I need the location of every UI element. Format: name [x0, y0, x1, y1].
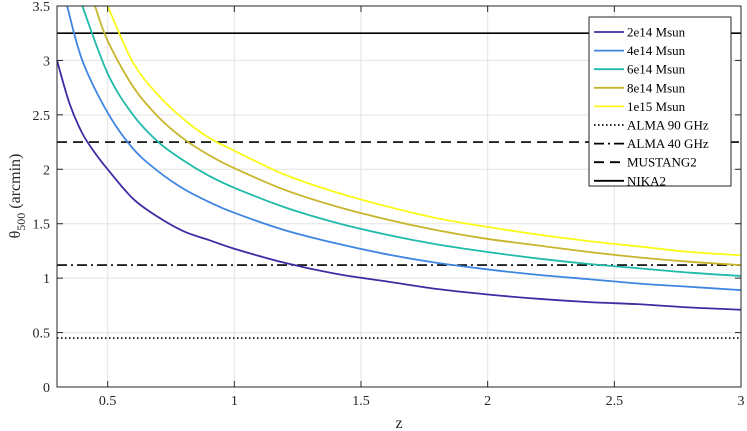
y-tick-label: 1: [43, 272, 50, 287]
legend-label: 4e14 Msun: [627, 43, 686, 58]
y-tick-label: 2: [43, 163, 50, 178]
legend-box: [588, 16, 732, 187]
y-axis-label-main: θ: [7, 231, 24, 239]
x-tick-label: 1.5: [352, 394, 370, 409]
y-axis-label-sub: 500: [14, 213, 28, 231]
y-tick-label: 3.5: [33, 0, 51, 15]
x-tick-label: 2.5: [606, 394, 624, 409]
y-tick-label: 1.5: [33, 218, 51, 233]
series-line-6e14-msun: [81, 5, 742, 277]
ticks: [57, 5, 742, 388]
x-tick-label: 3: [738, 394, 745, 409]
y-axis-label-unit: (arcmin): [7, 154, 24, 209]
plot-frame: [56, 5, 742, 388]
y-axis-label: θ500 (arcmin): [7, 154, 28, 239]
series-line-8e14-msun: [94, 5, 742, 266]
legend-items: 2e14 Msun 4e14 Msun 6e14 Msun 8e14 Msun 1e15…: [594, 25, 709, 188]
series-line-2e14-msun: [56, 60, 742, 311]
legend-label: NIKA2: [627, 173, 666, 188]
y-tick-label: 0.5: [33, 327, 51, 342]
series-line-4e14-msun: [66, 5, 742, 292]
series-lines: [56, 5, 742, 311]
legend: 2e14 Msun 4e14 Msun 6e14 Msun 8e14 Msun 1e15…: [588, 16, 732, 188]
y-tick-label: 0: [43, 381, 50, 396]
legend-label: 2e14 Msun: [627, 25, 686, 40]
x-tick-label: 1: [231, 394, 238, 409]
y-tick-label: 2.5: [33, 109, 51, 124]
y-tick-label: 3: [43, 54, 50, 69]
x-tick-label: 2: [484, 394, 491, 409]
legend-label: 1e15 Msun: [627, 99, 686, 114]
legend-label: ALMA 90 GHz: [627, 118, 709, 133]
x-axis-label: z: [395, 415, 402, 431]
x-tick-label: 0.5: [99, 394, 117, 409]
legend-label: MUSTANG2: [627, 155, 697, 170]
legend-label: 6e14 Msun: [627, 62, 686, 77]
tick-labels: 0.5 1 1.5 2 2.5 3 0 0.5 1 1.5 2 2.5 3 3.5: [33, 0, 745, 409]
legend-label: ALMA 40 GHz: [627, 136, 709, 151]
legend-label: 8e14 Msun: [627, 80, 686, 95]
series-line-1e15-msun: [106, 5, 742, 257]
